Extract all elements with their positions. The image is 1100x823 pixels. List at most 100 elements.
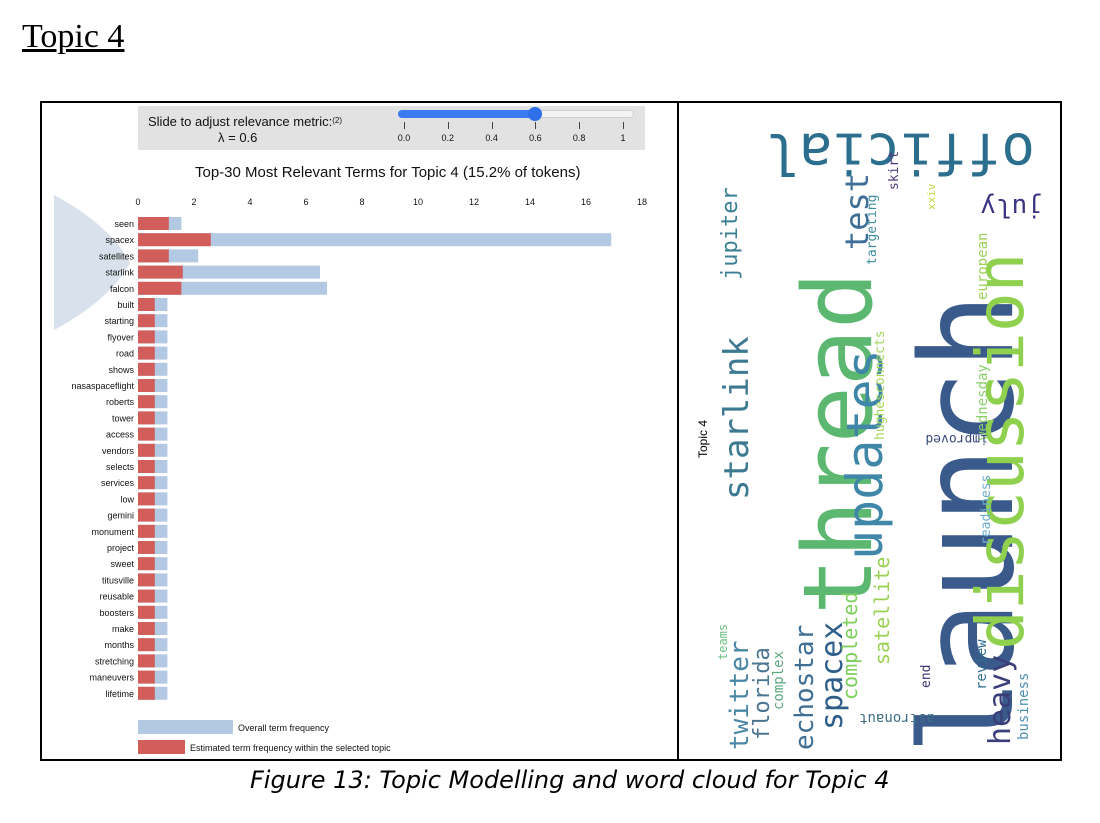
term-label: project (107, 543, 135, 553)
term-label: selects (106, 462, 135, 472)
term-label: access (106, 430, 135, 440)
term-label: services (101, 478, 135, 488)
term-label: stretching (95, 656, 134, 666)
wordcloud-axis-label: Topic 4 (696, 419, 710, 458)
term-label: spacex (105, 235, 134, 245)
term-label: reusable (99, 592, 134, 602)
term-label: built (117, 300, 134, 310)
bar-topic-make (138, 622, 155, 635)
x-tick-label: 10 (413, 197, 423, 207)
bar-topic-tower (138, 411, 155, 425)
bar-overall-spacex (138, 233, 612, 247)
term-label: sweet (110, 559, 134, 569)
wordcloud-word: astronaut (859, 710, 935, 726)
legend-label-overall: Overall term frequency (238, 723, 330, 733)
term-label: roberts (106, 397, 135, 407)
x-tick-label: 14 (525, 197, 535, 207)
bar-topic-low (138, 492, 155, 506)
term-label: boosters (99, 608, 134, 618)
term-label: titusville (102, 575, 134, 585)
slider-label-sup: (2) (332, 116, 343, 125)
bar-topic-spacex (138, 233, 211, 247)
wordcloud-word: readiness (979, 474, 994, 545)
slider-tick (447, 122, 449, 129)
bar-topic-lifetime (138, 686, 155, 700)
slider-tick-label: 1 (620, 133, 626, 143)
term-label: road (116, 349, 134, 359)
x-tick-label: 4 (247, 197, 252, 207)
term-label: nasaspaceflight (71, 381, 134, 391)
wordcloud-word: targeting (865, 194, 880, 265)
wordcloud-word: discussion (962, 252, 1039, 650)
page-heading: Topic 4 (22, 18, 125, 55)
lambda-value: λ = 0.6 (218, 130, 258, 145)
term-label: months (104, 640, 134, 650)
bar-topic-nasaspaceflight (138, 379, 155, 392)
wordcloud-word: skirt (887, 150, 902, 190)
bar-topic-vendors (138, 443, 155, 457)
bar-topic-access (138, 427, 155, 441)
slider-tick-label: 0.0 (397, 133, 411, 143)
bar-topic-flyover (138, 330, 155, 344)
term-label: starting (104, 316, 134, 326)
wordcloud-word: satellite (870, 556, 894, 665)
wordcloud-word: echostar (790, 624, 820, 750)
term-label: shows (108, 365, 134, 375)
bar-topic-gemini (138, 508, 155, 522)
bar-topic-roberts (138, 395, 155, 409)
legend-swatch-overall (138, 720, 233, 734)
wordcloud-word: review (974, 639, 990, 690)
topic-circle-shape (54, 195, 130, 330)
legend-swatch-topic (138, 740, 185, 754)
bar-overall-starlink (138, 265, 320, 279)
x-tick-label: 16 (581, 197, 591, 207)
wordcloud-word: hughesconnects (873, 330, 888, 440)
bar-topic-reusable (138, 589, 155, 603)
wordcloud-word: wednesday (975, 364, 991, 440)
term-label: seen (114, 219, 134, 229)
bar-topic-stretching (138, 654, 155, 668)
chart-title: Top-30 Most Relevant Terms for Topic 4 (… (195, 164, 581, 181)
x-tick-label: 8 (359, 197, 364, 207)
panel-divider (677, 101, 679, 761)
x-tick-label: 12 (469, 197, 479, 207)
bar-topic-built (138, 298, 155, 311)
wordcloud-word: heavy (983, 654, 1018, 745)
bar-topic-titusville (138, 573, 155, 587)
wordcloud-word: july (980, 192, 1043, 222)
bar-overall-falcon (138, 281, 327, 295)
bar-topic-maneuvers (138, 670, 155, 684)
slider-tick (404, 122, 405, 129)
term-label: starlink (105, 268, 134, 278)
slider-label: Slide to adjust relevance metric:(2) (148, 114, 342, 129)
legend-label-topic: Estimated term frequency within the sele… (190, 743, 391, 753)
figure-caption: Figure 13: Topic Modelling and word clou… (250, 766, 890, 794)
term-label: satellites (99, 251, 135, 261)
wordcloud-word: improved (925, 431, 988, 446)
bar-topic-selects (138, 460, 155, 473)
slider-tick-label: 0.8 (572, 133, 586, 143)
bar-topic-starting (138, 314, 155, 328)
slider-tick (535, 122, 537, 129)
slider-thumb[interactable] (528, 107, 543, 121)
wordcloud-word: teams (716, 623, 730, 660)
x-tick-label: 6 (303, 197, 308, 207)
slider-tick-label: 0.6 (529, 133, 542, 143)
slider-track-fill (398, 110, 536, 118)
slider-tick-label: 0.2 (441, 133, 455, 143)
term-label: falcon (110, 284, 134, 294)
bar-topic-starlink (138, 265, 183, 279)
bar-topic-services (138, 476, 155, 490)
bar-topic-months (138, 638, 155, 652)
term-label: flyover (107, 332, 134, 342)
term-label: monument (91, 527, 134, 537)
term-label: tower (112, 413, 134, 423)
bar-topic-project (138, 541, 155, 554)
wordcloud-word: completed (838, 591, 862, 700)
wordcloud-word: end (919, 664, 934, 688)
wordcloud-word: complex (771, 650, 787, 710)
bar-topic-monument (138, 524, 155, 538)
wordcloud-word: xxiv (925, 183, 938, 211)
slider-tick (579, 122, 581, 129)
term-label: make (112, 624, 134, 634)
